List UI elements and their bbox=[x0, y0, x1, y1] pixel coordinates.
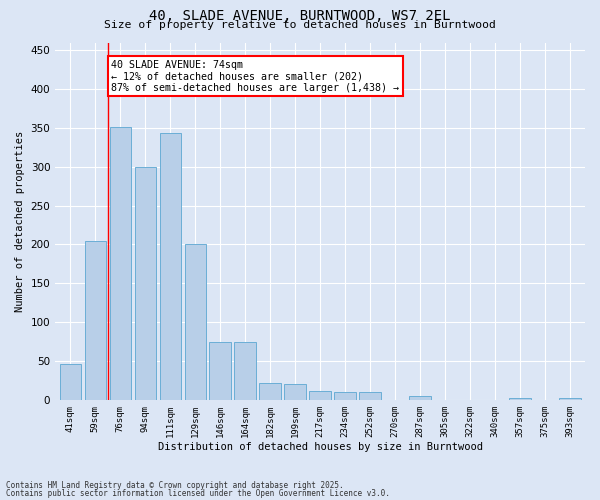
Text: 40 SLADE AVENUE: 74sqm
← 12% of detached houses are smaller (202)
87% of semi-de: 40 SLADE AVENUE: 74sqm ← 12% of detached… bbox=[112, 60, 400, 93]
Bar bbox=[259, 382, 281, 400]
Bar bbox=[209, 342, 231, 400]
Bar bbox=[235, 342, 256, 400]
Bar bbox=[509, 398, 530, 400]
Bar bbox=[409, 396, 431, 400]
Bar bbox=[110, 127, 131, 400]
Text: Contains HM Land Registry data © Crown copyright and database right 2025.: Contains HM Land Registry data © Crown c… bbox=[6, 481, 344, 490]
Bar bbox=[359, 392, 380, 400]
Text: Contains public sector information licensed under the Open Government Licence v3: Contains public sector information licen… bbox=[6, 488, 390, 498]
Bar bbox=[134, 167, 156, 400]
Bar bbox=[310, 392, 331, 400]
Bar bbox=[334, 392, 356, 400]
Bar bbox=[185, 244, 206, 400]
Bar bbox=[284, 384, 306, 400]
Y-axis label: Number of detached properties: Number of detached properties bbox=[15, 130, 25, 312]
Bar bbox=[59, 364, 81, 400]
Bar bbox=[85, 242, 106, 400]
X-axis label: Distribution of detached houses by size in Burntwood: Distribution of detached houses by size … bbox=[158, 442, 482, 452]
Bar bbox=[559, 398, 581, 400]
Bar bbox=[160, 134, 181, 400]
Text: Size of property relative to detached houses in Burntwood: Size of property relative to detached ho… bbox=[104, 20, 496, 30]
Text: 40, SLADE AVENUE, BURNTWOOD, WS7 2EL: 40, SLADE AVENUE, BURNTWOOD, WS7 2EL bbox=[149, 9, 451, 23]
